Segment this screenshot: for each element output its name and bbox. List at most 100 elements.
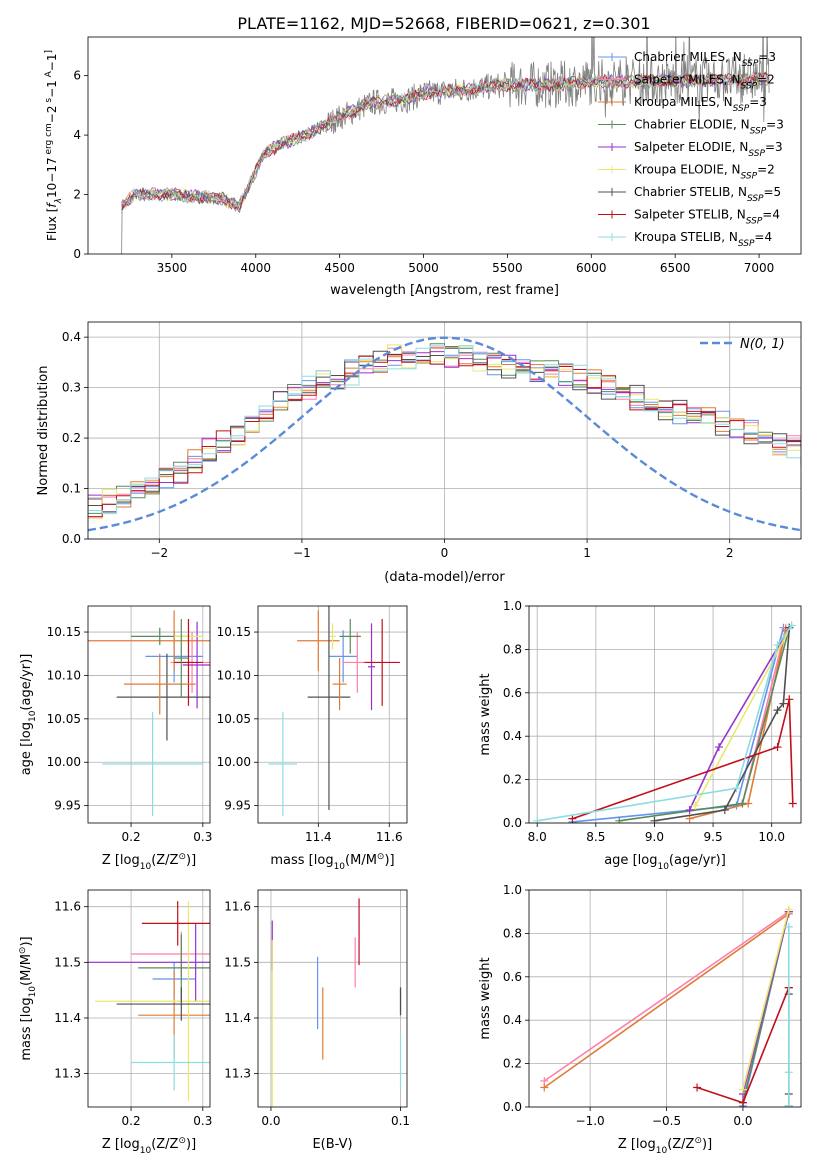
mass-weight-marker: [773, 641, 782, 650]
y-axis-label-part: λ: [54, 198, 64, 204]
x-tick-label: 8.5: [586, 830, 605, 844]
x-axis-label-part: (Z/Z: [667, 1137, 694, 1152]
y-tick-label: 11.4: [224, 1011, 251, 1025]
y-axis-label-part: ⊙: [18, 947, 28, 955]
y-axis-label-part: 10: [28, 986, 38, 998]
mass-weight-marker: [738, 1085, 747, 1094]
x-tick-label: 0.2: [122, 1114, 141, 1128]
y-tick-label: 0.2: [503, 773, 522, 787]
y-tick-label: 0.8: [503, 642, 522, 656]
mass-weight-marker: [784, 922, 793, 931]
histogram-step: [88, 351, 801, 514]
mass-weight-marker: [568, 814, 577, 823]
x-tick-label: 11.4: [305, 830, 332, 844]
y-axis-label-part: 10: [45, 183, 59, 198]
mass-weight-line: [619, 627, 791, 822]
mass-weight-marker: [650, 816, 659, 823]
axes-frame: [87, 321, 802, 540]
x-tick-label: 0.1: [391, 1114, 410, 1128]
legend-label-part: SSP: [742, 59, 759, 69]
mass-weight-marker: [685, 805, 694, 814]
mass-weight-line: [694, 625, 793, 806]
mass-weight-marker: [773, 706, 782, 715]
x-tick-label: 6500: [660, 261, 691, 275]
legend-label: Chabrier ELODIE, NSSP=3: [634, 118, 784, 137]
y-tick-label: 0.3: [62, 381, 81, 395]
y-axis-label-part: −2: [45, 105, 59, 123]
legend-label-part: =5: [764, 185, 782, 199]
legend-label-part: =4: [754, 230, 772, 244]
x-tick-label: 10.0: [758, 830, 785, 844]
x-axis-label-part: Z [log: [618, 1137, 656, 1152]
x-axis-label-part: )]: [186, 853, 196, 868]
mass-weight-line: [543, 911, 790, 1082]
x-tick-label: 9.5: [704, 830, 723, 844]
y-axis-label-part: mass [log: [19, 997, 34, 1060]
axes-frame: [87, 36, 802, 255]
y-tick-label: 10.00: [47, 755, 81, 769]
legend-label: Kroupa MILES, NSSP=3: [634, 95, 767, 114]
x-axis-label-part: )]: [702, 1137, 712, 1152]
legend-label-part: Salpeter ELODIE, N: [634, 140, 748, 154]
mass_weight_vs_age-panel: 8.0 8.5 9.0 9.5 10.0 0.0 0.2 0.4 0.6 0.8 1.0 age [l…: [478, 599, 802, 872]
mass_weight_vs_age-plot-area: [533, 621, 797, 823]
y-axis-label-part: −1: [45, 80, 59, 98]
histogram-step: [88, 343, 801, 515]
mass-weight-marker: [714, 743, 723, 752]
x-axis-label: Z [log10(Z/Z⊙)]: [102, 852, 196, 872]
legend-label-part: Kroupa ELODIE, N: [634, 163, 741, 177]
x-axis-label-part: 10: [140, 862, 152, 872]
x-axis-label-part: )]: [384, 853, 394, 868]
x-tick-label: 5000: [408, 261, 439, 275]
histogram-step: [88, 347, 801, 517]
legend-label-part: Salpeter MILES, N: [634, 73, 741, 87]
x-tick-label: −2: [150, 546, 168, 560]
y-tick-label: 0.2: [503, 1057, 522, 1071]
legend-label-part: Chabrier ELODIE, N: [634, 118, 750, 132]
y-axis-label: mass weight: [478, 673, 493, 755]
y-axis-label-part: erg cm: [44, 123, 54, 157]
y-axis-label-part: ]: [44, 50, 54, 54]
y-tick-label: 0.6: [503, 686, 522, 700]
x-tick-label: 1: [583, 546, 591, 560]
mass_weight_vs_Z-plot-area: [540, 905, 793, 1107]
histogram-step: [88, 354, 801, 518]
figure-title: PLATE=1162, MJD=52668, FIBERID=0621, z=0…: [237, 14, 650, 33]
y-tick-label: 0.4: [503, 1013, 522, 1027]
y-axis-label-part: A: [44, 70, 54, 80]
mass_vs_Z-panel: 0.2 0.311.311.411.511.6Z [log10(Z/Z⊙)]mas…: [18, 889, 212, 1156]
x-tick-label: 8.0: [528, 830, 547, 844]
mass-weight-marker: [779, 699, 788, 708]
x-axis-label-part: 10: [140, 1146, 152, 1156]
histogram-step: [88, 344, 801, 519]
legend-label-part: Chabrier MILES, N: [634, 50, 742, 64]
x-axis-label-part: (M/M: [345, 853, 377, 868]
mass-weight-line: [572, 627, 785, 823]
y-tick-label: 1.0: [503, 599, 522, 613]
legend-label-part: SSP: [746, 217, 763, 227]
x-axis-label-part: 10: [657, 862, 669, 872]
age_vs_mass-panel: 11.4 11.6 9.95 10.00 10.05 10.10 10.15 mass [lo…: [217, 605, 408, 872]
residuals-panel: −2 −1 0 1 2 0.0 0.1 0.2 0.3 0.4 N(0, 1) (data-model…: [36, 321, 802, 585]
y-tick-label: 0: [73, 247, 81, 261]
legend-label-part: SSP: [733, 104, 750, 114]
legend-label: Salpeter STELIB, NSSP=4: [634, 208, 780, 227]
x-tick-label: 4000: [240, 261, 271, 275]
y-tick-label: 10.00: [217, 755, 251, 769]
x-axis-label-part: 10: [656, 1146, 668, 1156]
mass_vs_ebv-panel: 0.0 0.1 11.3 11.4 11.5 11.6 E(B-V): [224, 889, 410, 1152]
axes-frame: [528, 889, 802, 1108]
y-axis-label-part: (age/yr)]: [19, 654, 34, 711]
y-tick-label: 0.4: [503, 729, 522, 743]
axes-frame: [87, 889, 211, 1108]
x-tick-label: 0.3: [193, 830, 212, 844]
spectrum-panel: 3500 4000 4500 5000 5500 6000 6500 7000 0 2 4 6 Chab…: [44, 36, 802, 298]
y-tick-label: 11.3: [54, 1067, 81, 1081]
y-axis-label-part: age [log: [19, 722, 34, 775]
model-spectrum-line: [121, 72, 769, 212]
legend-label: Kroupa STELIB, NSSP=4: [634, 230, 772, 249]
y-axis-label-part: )]: [19, 936, 34, 946]
y-tick-label: 11.5: [224, 955, 251, 969]
